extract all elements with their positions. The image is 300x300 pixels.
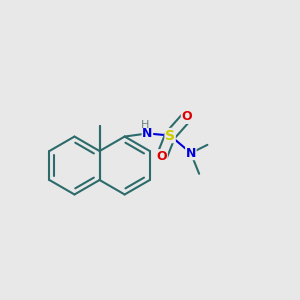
Text: N: N <box>186 147 196 160</box>
Text: O: O <box>157 150 167 163</box>
Text: O: O <box>182 110 192 123</box>
Text: N: N <box>142 127 153 140</box>
Text: S: S <box>165 128 175 142</box>
Text: H: H <box>141 120 149 130</box>
